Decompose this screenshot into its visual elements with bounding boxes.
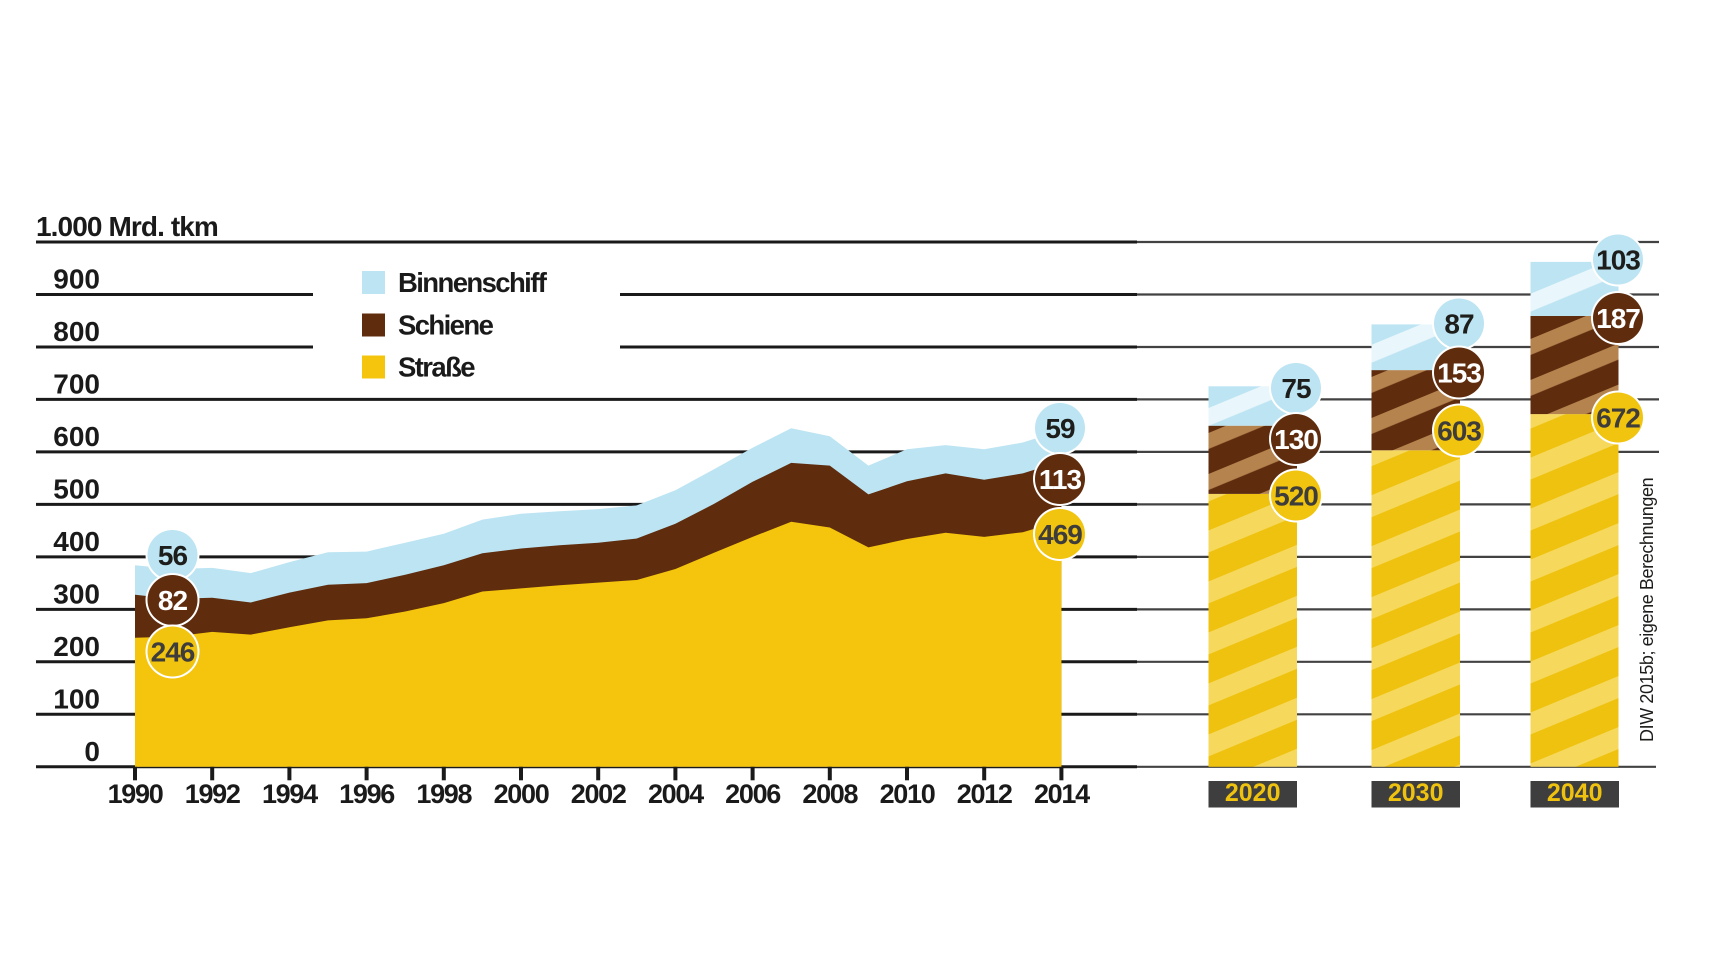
svg-text:56: 56 xyxy=(158,540,188,571)
svg-text:103: 103 xyxy=(1596,245,1640,276)
svg-text:900: 900 xyxy=(53,264,100,295)
svg-text:100: 100 xyxy=(53,683,100,714)
svg-text:603: 603 xyxy=(1437,416,1481,447)
svg-text:500: 500 xyxy=(53,473,100,504)
svg-text:246: 246 xyxy=(151,637,195,668)
svg-text:187: 187 xyxy=(1596,303,1640,334)
svg-text:400: 400 xyxy=(53,526,100,557)
svg-text:0: 0 xyxy=(84,736,100,767)
svg-text:520: 520 xyxy=(1274,481,1318,512)
svg-text:1992: 1992 xyxy=(185,779,240,809)
svg-text:153: 153 xyxy=(1437,358,1481,389)
svg-text:1998: 1998 xyxy=(416,779,472,809)
svg-text:2006: 2006 xyxy=(725,779,781,809)
svg-text:1990: 1990 xyxy=(108,779,163,809)
svg-text:113: 113 xyxy=(1039,464,1082,495)
svg-text:82: 82 xyxy=(158,585,188,616)
svg-text:2010: 2010 xyxy=(880,779,935,809)
svg-text:75: 75 xyxy=(1281,373,1311,404)
svg-text:2004: 2004 xyxy=(648,779,704,809)
svg-text:130: 130 xyxy=(1274,424,1318,455)
svg-text:2020: 2020 xyxy=(1225,779,1281,807)
svg-text:200: 200 xyxy=(53,631,100,662)
svg-text:2008: 2008 xyxy=(802,779,858,809)
svg-text:2002: 2002 xyxy=(571,779,626,809)
svg-text:87: 87 xyxy=(1444,309,1474,340)
svg-text:2040: 2040 xyxy=(1547,779,1603,807)
svg-text:1.000 Mrd. tkm: 1.000 Mrd. tkm xyxy=(36,211,218,242)
svg-text:700: 700 xyxy=(53,368,100,399)
svg-text:1994: 1994 xyxy=(262,779,318,809)
svg-text:2014: 2014 xyxy=(1034,779,1090,809)
svg-text:600: 600 xyxy=(53,421,100,452)
svg-text:672: 672 xyxy=(1596,403,1640,434)
svg-text:Binnenschiff: Binnenschiff xyxy=(398,267,548,298)
svg-text:Schiene: Schiene xyxy=(398,310,494,341)
svg-text:DIW 2015b; eigene Berechnungen: DIW 2015b; eigene Berechnungen xyxy=(1637,478,1657,742)
svg-text:Straße: Straße xyxy=(398,352,475,383)
svg-text:300: 300 xyxy=(53,578,100,609)
svg-text:800: 800 xyxy=(53,316,100,347)
svg-text:1996: 1996 xyxy=(339,779,395,809)
svg-text:59: 59 xyxy=(1045,413,1075,444)
svg-text:2030: 2030 xyxy=(1388,779,1444,807)
svg-text:2000: 2000 xyxy=(494,779,549,809)
svg-text:469: 469 xyxy=(1038,519,1082,550)
svg-text:2012: 2012 xyxy=(957,779,1012,809)
